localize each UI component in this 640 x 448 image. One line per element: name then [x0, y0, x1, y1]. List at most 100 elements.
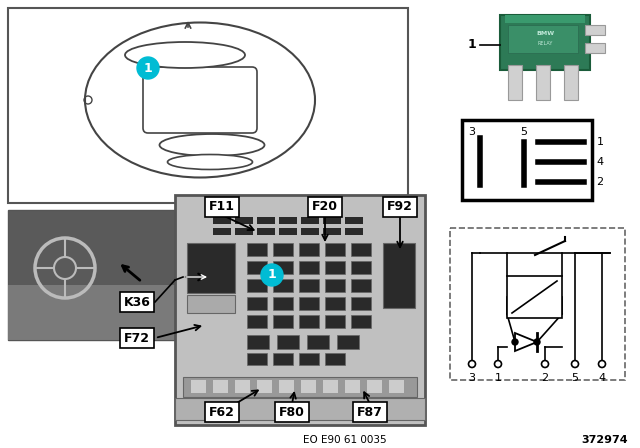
Circle shape	[512, 339, 518, 345]
Bar	[299, 315, 319, 328]
Bar	[301, 217, 319, 224]
Circle shape	[137, 57, 159, 79]
Bar	[187, 243, 235, 293]
Bar	[257, 228, 275, 235]
Bar	[325, 315, 345, 328]
Bar	[450, 228, 625, 380]
Bar	[273, 261, 293, 274]
Bar	[213, 217, 231, 224]
Bar	[213, 380, 228, 393]
Circle shape	[261, 264, 283, 286]
Bar	[235, 380, 250, 393]
Bar	[325, 279, 345, 292]
Circle shape	[572, 361, 579, 367]
Bar	[175, 195, 425, 425]
Text: F62: F62	[209, 405, 235, 418]
Bar	[213, 228, 231, 235]
Bar	[273, 243, 293, 256]
Bar	[299, 353, 319, 365]
Text: 1: 1	[495, 373, 502, 383]
Ellipse shape	[168, 155, 253, 169]
FancyBboxPatch shape	[143, 67, 257, 133]
Bar	[273, 297, 293, 310]
Bar	[507, 276, 562, 318]
Text: F11: F11	[209, 201, 235, 214]
Bar	[273, 353, 293, 365]
Bar	[383, 243, 415, 308]
Bar	[536, 65, 550, 100]
Bar	[325, 297, 345, 310]
Text: 5: 5	[520, 127, 527, 137]
Bar	[187, 295, 235, 313]
Text: BMW: BMW	[536, 31, 554, 36]
Text: 4: 4	[598, 373, 605, 383]
Bar	[351, 279, 371, 292]
Ellipse shape	[125, 42, 245, 68]
Bar	[351, 261, 371, 274]
Circle shape	[468, 361, 476, 367]
Bar	[8, 285, 188, 340]
Circle shape	[541, 361, 548, 367]
Circle shape	[598, 361, 605, 367]
Bar	[247, 353, 267, 365]
Text: 372974: 372974	[582, 435, 628, 445]
Text: K36: K36	[124, 296, 150, 309]
Bar	[247, 335, 269, 349]
Bar	[301, 380, 316, 393]
Text: 3: 3	[468, 127, 476, 137]
Text: 2: 2	[541, 373, 548, 383]
Bar	[273, 279, 293, 292]
Bar	[299, 297, 319, 310]
Bar	[247, 279, 267, 292]
Bar	[273, 315, 293, 328]
Bar	[235, 217, 253, 224]
Bar	[299, 279, 319, 292]
Text: 1: 1	[268, 268, 276, 281]
Bar	[247, 243, 267, 256]
Bar	[323, 380, 338, 393]
Text: 2: 2	[596, 177, 604, 187]
Bar	[325, 261, 345, 274]
Text: 1: 1	[596, 137, 604, 147]
Circle shape	[534, 339, 540, 345]
Bar	[351, 243, 371, 256]
Bar	[505, 15, 585, 23]
Circle shape	[495, 361, 502, 367]
Text: 1: 1	[468, 39, 476, 52]
Bar	[325, 243, 345, 256]
Bar	[279, 228, 297, 235]
Bar	[508, 25, 578, 53]
Bar	[247, 315, 267, 328]
Ellipse shape	[159, 134, 264, 156]
Bar	[585, 43, 605, 53]
Text: F20: F20	[312, 201, 338, 214]
Bar	[307, 335, 329, 349]
Bar	[351, 315, 371, 328]
Bar	[235, 228, 253, 235]
Bar	[345, 217, 363, 224]
Bar	[325, 353, 345, 365]
Bar	[279, 380, 294, 393]
Bar	[367, 380, 382, 393]
Bar	[8, 210, 188, 340]
Bar	[389, 380, 404, 393]
Text: EO E90 61 0035: EO E90 61 0035	[303, 435, 387, 445]
Bar	[462, 120, 592, 200]
Text: F80: F80	[279, 405, 305, 418]
Bar	[508, 65, 522, 100]
Bar	[585, 25, 605, 35]
Text: RELAY: RELAY	[538, 41, 553, 46]
Bar	[351, 297, 371, 310]
Ellipse shape	[85, 22, 315, 177]
Bar	[337, 335, 359, 349]
Bar	[257, 380, 272, 393]
Text: 1: 1	[143, 61, 152, 74]
Bar	[345, 228, 363, 235]
Polygon shape	[515, 333, 537, 351]
Bar	[247, 297, 267, 310]
Bar	[345, 380, 360, 393]
Bar	[500, 15, 590, 70]
Bar	[8, 8, 408, 203]
Text: F72: F72	[124, 332, 150, 345]
Text: 3: 3	[468, 373, 476, 383]
